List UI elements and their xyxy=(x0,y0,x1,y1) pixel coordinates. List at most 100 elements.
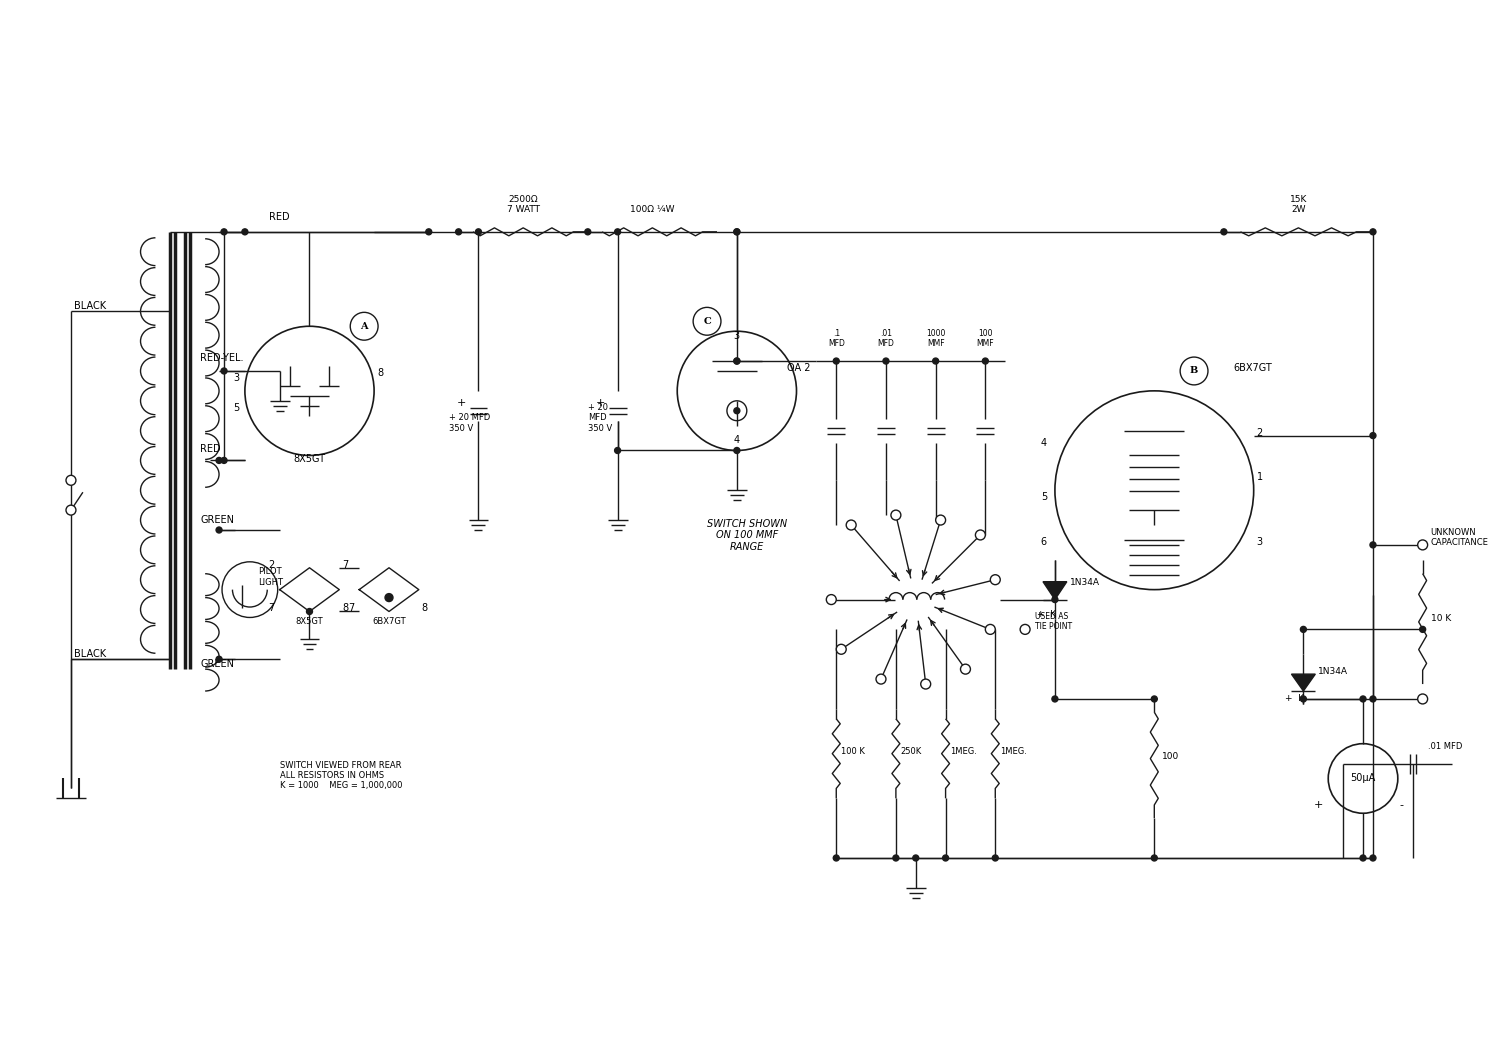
Text: 100
MMF: 100 MMF xyxy=(976,329,994,348)
Text: 5: 5 xyxy=(234,403,240,412)
Circle shape xyxy=(1370,696,1376,702)
Text: RED: RED xyxy=(270,212,290,222)
Circle shape xyxy=(1370,229,1376,235)
Circle shape xyxy=(834,358,839,364)
Circle shape xyxy=(1052,597,1058,602)
Text: +  K: + K xyxy=(1286,694,1305,703)
Circle shape xyxy=(975,530,986,540)
Text: RED-YEL.: RED-YEL. xyxy=(200,353,243,363)
Text: 7: 7 xyxy=(348,603,354,614)
Circle shape xyxy=(476,229,482,235)
Text: +: + xyxy=(1314,800,1323,810)
Circle shape xyxy=(216,458,222,463)
Text: -: - xyxy=(1400,800,1404,810)
Circle shape xyxy=(585,229,591,235)
Circle shape xyxy=(993,855,999,861)
Text: 1000
MMF: 1000 MMF xyxy=(926,329,945,348)
Circle shape xyxy=(734,408,740,413)
Text: .01 MFD: .01 MFD xyxy=(1428,742,1462,750)
Circle shape xyxy=(220,368,226,374)
Circle shape xyxy=(220,229,226,235)
Circle shape xyxy=(1418,694,1428,704)
Text: 2: 2 xyxy=(268,560,274,570)
Circle shape xyxy=(914,855,920,861)
Circle shape xyxy=(1418,540,1428,550)
Text: 2500Ω
7 WATT: 2500Ω 7 WATT xyxy=(507,195,540,214)
Circle shape xyxy=(1370,855,1376,861)
Text: OA 2: OA 2 xyxy=(786,363,810,373)
Circle shape xyxy=(1300,696,1306,702)
Circle shape xyxy=(1360,855,1366,861)
Text: 10 K: 10 K xyxy=(1431,615,1450,623)
Text: RED: RED xyxy=(200,444,220,455)
Text: 6BX7GT: 6BX7GT xyxy=(372,617,406,626)
Circle shape xyxy=(1221,229,1227,235)
Text: 15K
2W: 15K 2W xyxy=(1290,195,1306,214)
Text: GREEN: GREEN xyxy=(200,659,234,669)
Text: 2: 2 xyxy=(1257,427,1263,438)
Circle shape xyxy=(615,229,621,235)
Circle shape xyxy=(892,855,898,861)
Text: 1: 1 xyxy=(1257,473,1263,482)
Circle shape xyxy=(734,358,740,364)
Text: SWITCH VIEWED FROM REAR
ALL RESISTORS IN OHMS
K = 1000    MEG = 1,000,000: SWITCH VIEWED FROM REAR ALL RESISTORS IN… xyxy=(279,761,402,791)
Text: 8X5GT: 8X5GT xyxy=(294,455,326,464)
Text: 250K: 250K xyxy=(902,746,922,756)
Text: 1MEG.: 1MEG. xyxy=(1000,746,1028,756)
Text: + 20 MFD
350 V: + 20 MFD 350 V xyxy=(448,413,491,432)
Circle shape xyxy=(734,229,740,235)
Circle shape xyxy=(960,665,970,674)
Circle shape xyxy=(242,229,248,235)
Text: 100Ω ¼W: 100Ω ¼W xyxy=(630,205,675,214)
Circle shape xyxy=(1300,626,1306,633)
Text: +: + xyxy=(596,398,604,408)
Circle shape xyxy=(220,458,226,463)
Circle shape xyxy=(66,475,76,485)
Text: .01
MFD: .01 MFD xyxy=(878,329,894,348)
Text: BLACK: BLACK xyxy=(74,301,106,312)
Text: + 20
MFD
350 V: + 20 MFD 350 V xyxy=(588,403,612,432)
Circle shape xyxy=(876,674,886,684)
Circle shape xyxy=(1152,696,1158,702)
Circle shape xyxy=(1419,626,1425,633)
Circle shape xyxy=(734,358,740,364)
Circle shape xyxy=(837,644,846,654)
Circle shape xyxy=(1360,696,1366,702)
Text: 100 K: 100 K xyxy=(842,746,866,756)
Circle shape xyxy=(1370,432,1376,439)
Circle shape xyxy=(728,401,747,421)
Text: C: C xyxy=(704,317,711,325)
Circle shape xyxy=(1370,542,1376,548)
Text: .1
MFD: .1 MFD xyxy=(828,329,844,348)
Text: GREEN: GREEN xyxy=(200,515,234,525)
Circle shape xyxy=(216,527,222,533)
Circle shape xyxy=(982,358,988,364)
Text: 6: 6 xyxy=(1041,537,1047,547)
Circle shape xyxy=(891,510,902,520)
Circle shape xyxy=(615,447,621,454)
Text: 6BX7GT: 6BX7GT xyxy=(1234,363,1272,373)
Polygon shape xyxy=(1042,582,1066,600)
Text: BLACK: BLACK xyxy=(74,649,106,659)
Circle shape xyxy=(942,855,948,861)
Circle shape xyxy=(734,229,740,235)
Circle shape xyxy=(456,229,462,235)
Circle shape xyxy=(921,679,930,689)
Circle shape xyxy=(1052,696,1058,702)
Circle shape xyxy=(884,358,890,364)
Text: 3: 3 xyxy=(1257,537,1263,547)
Text: 8X5GT: 8X5GT xyxy=(296,617,324,626)
Text: 4: 4 xyxy=(734,435,740,444)
Circle shape xyxy=(1152,855,1158,861)
Circle shape xyxy=(306,608,312,615)
Text: UNKNOWN
CAPACITANCE: UNKNOWN CAPACITANCE xyxy=(1431,528,1488,547)
Text: 8: 8 xyxy=(376,368,382,378)
Text: A: A xyxy=(360,322,368,331)
Text: 1N34A: 1N34A xyxy=(1070,578,1100,586)
Text: +: + xyxy=(456,398,466,408)
Text: 8: 8 xyxy=(422,603,428,614)
Circle shape xyxy=(933,358,939,364)
Text: 1MEG.: 1MEG. xyxy=(951,746,978,756)
Text: 4: 4 xyxy=(1041,438,1047,447)
Text: USED AS
TIE POINT: USED AS TIE POINT xyxy=(1035,612,1072,632)
